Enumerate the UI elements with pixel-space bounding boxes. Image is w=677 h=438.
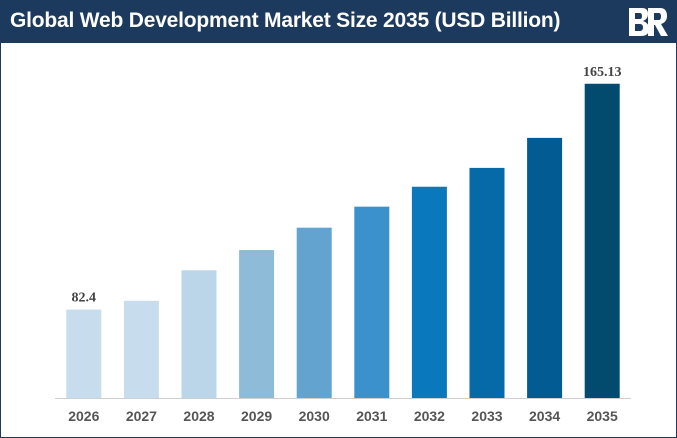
bar-2028 [181, 270, 217, 398]
x-tick-label: 2028 [183, 408, 214, 424]
bar-2030 [296, 227, 332, 398]
x-tick-label: 2031 [356, 408, 387, 424]
x-tick-label: 2026 [68, 408, 99, 424]
data-label-2035: 165.13 [583, 65, 622, 80]
bar-2031 [354, 206, 390, 398]
header-bar: Global Web Development Market Size 2035 … [1, 1, 676, 43]
bar-2026 [66, 309, 102, 398]
brand-logo-icon [629, 8, 668, 36]
x-tick-label: 2032 [414, 408, 445, 424]
chart-title: Global Web Development Market Size 2035 … [10, 9, 561, 32]
bar-2029 [239, 250, 275, 398]
x-tick-label: 2027 [126, 408, 157, 424]
bar-2032 [411, 186, 447, 398]
bar-chart: 2026 82.4 2027 2028 2029 2030 2031 2032 2033 2034… [55, 65, 631, 424]
x-tick-label: 2030 [299, 408, 330, 424]
bar-2033 [469, 167, 505, 398]
bar-2034 [527, 137, 563, 398]
x-tick-label: 2033 [471, 408, 502, 424]
x-tick-label: 2029 [241, 408, 272, 424]
x-tick-label: 2034 [529, 408, 560, 424]
x-tick-label: 2035 [587, 408, 618, 424]
bar-2035 [584, 83, 620, 399]
bar-2027 [123, 300, 159, 398]
data-label-2026: 82.4 [72, 291, 97, 306]
